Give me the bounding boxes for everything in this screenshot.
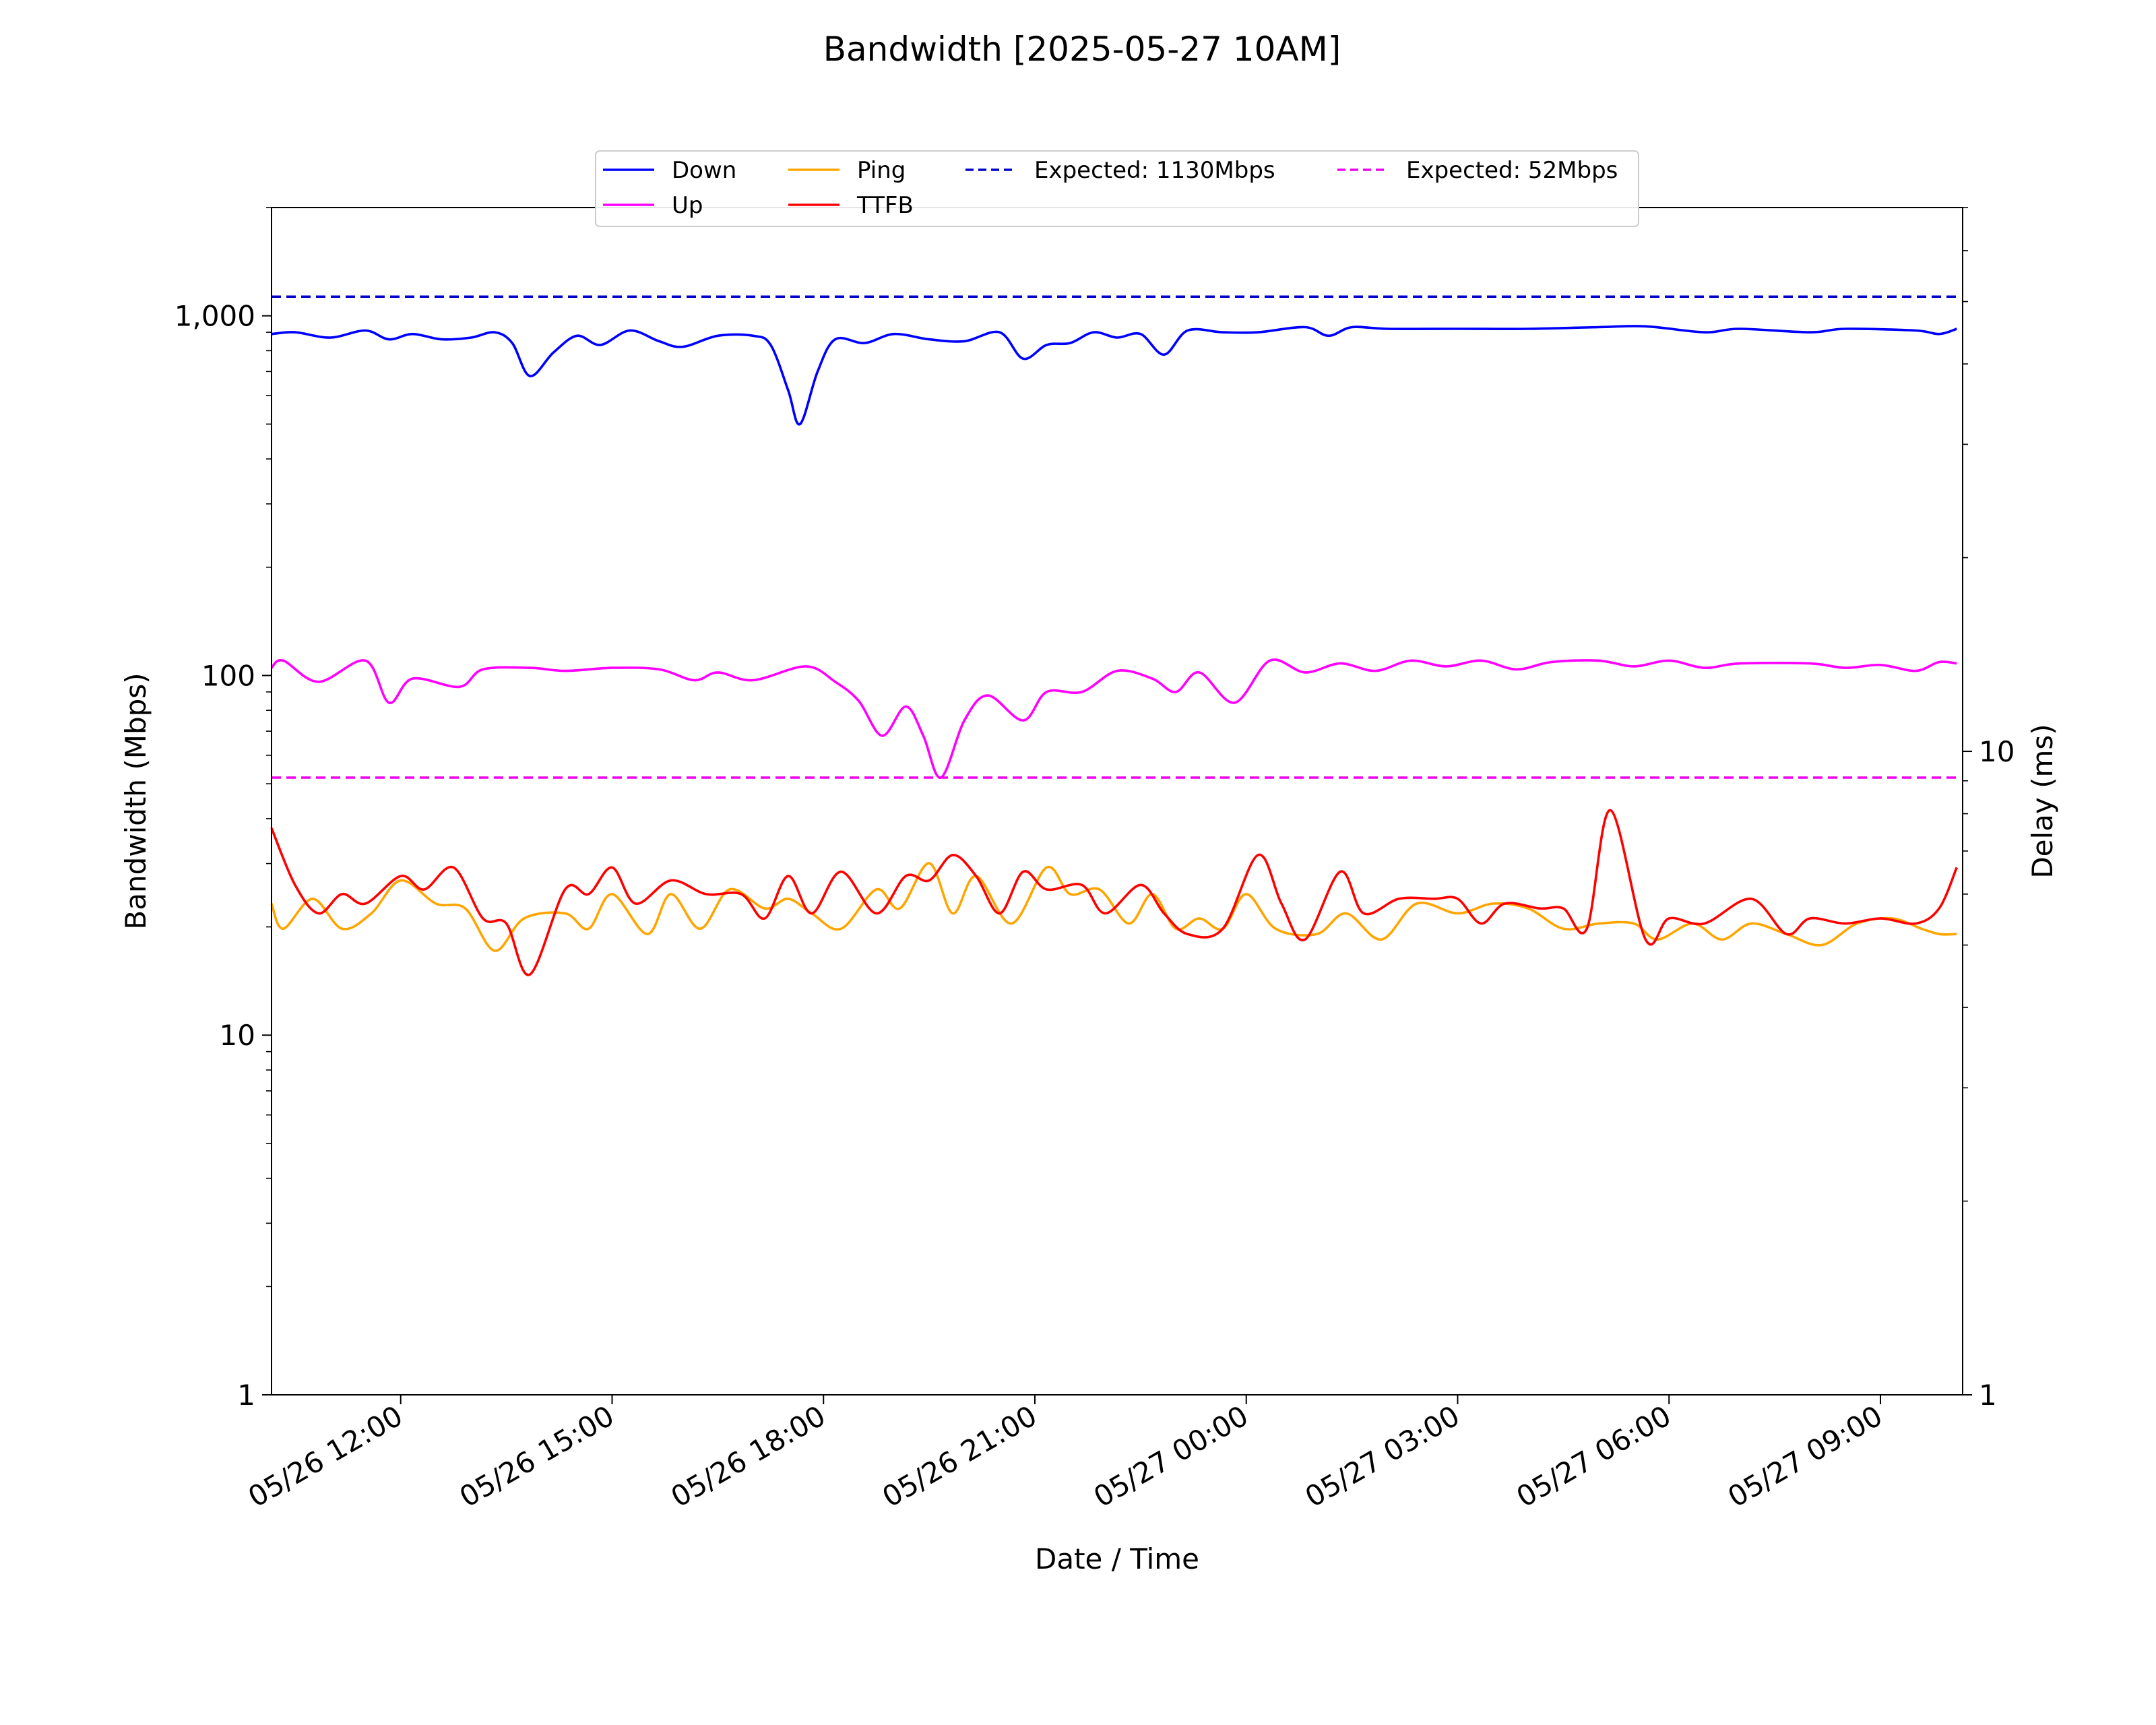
x-tick-label: 05/26 18:00	[666, 1399, 831, 1513]
legend-label-down: Down	[672, 157, 736, 184]
x-tick-label: 05/27 00:00	[1088, 1399, 1254, 1513]
y-tick-label: 100	[201, 659, 255, 692]
legend: Down Up Ping TTFB Expected: 1130Mbps Expected…	[595, 150, 1639, 227]
x-tick-label: 05/26 15:00	[454, 1399, 620, 1513]
series-line-up	[270, 658, 1957, 779]
y-tick-label: 1	[237, 1379, 255, 1412]
chart-title: Bandwidth [2025-05-27 10AM]	[823, 30, 1341, 69]
legend-label-ttfb: TTFB	[856, 192, 914, 219]
legend-label-expected-52mbps: Expected: 52Mbps	[1406, 157, 1618, 184]
y-axis-title: Bandwidth (Mbps)	[119, 672, 152, 929]
y2-tick-label: 10	[1979, 735, 2015, 768]
plot-frame	[271, 207, 1963, 1395]
legend-label-ping: Ping	[857, 157, 906, 184]
x-tick-label: 05/27 09:00	[1722, 1399, 1888, 1513]
series-line-ttfb	[270, 809, 1958, 976]
y2-tick-label: 1	[1979, 1379, 1997, 1412]
x-tick-label: 05/27 06:00	[1511, 1399, 1677, 1513]
x-axis-title: Date / Time	[1035, 1542, 1199, 1575]
y-tick-label: 1,000	[175, 300, 255, 333]
legend-label-expected-1130mbps: Expected: 1130Mbps	[1034, 157, 1275, 184]
y2-axis-title: Delay (ms)	[2026, 724, 2059, 878]
y-axis-left: 1 10 100 1,000	[175, 207, 272, 1412]
plot-area	[270, 295, 1958, 976]
x-axis: 05/26 12:00 05/26 15:00 05/26 18:00 05/26 2…	[243, 1395, 1888, 1513]
x-tick-label: 05/27 03:00	[1300, 1399, 1465, 1513]
series-line-down	[271, 325, 1957, 426]
x-tick-label: 05/26 21:00	[877, 1399, 1042, 1513]
x-tick-label: 05/26 12:00	[243, 1399, 408, 1513]
y-axis-right: 1 10	[1963, 207, 2015, 1412]
y-tick-label: 10	[220, 1019, 255, 1052]
legend-label-up: Up	[672, 192, 703, 219]
